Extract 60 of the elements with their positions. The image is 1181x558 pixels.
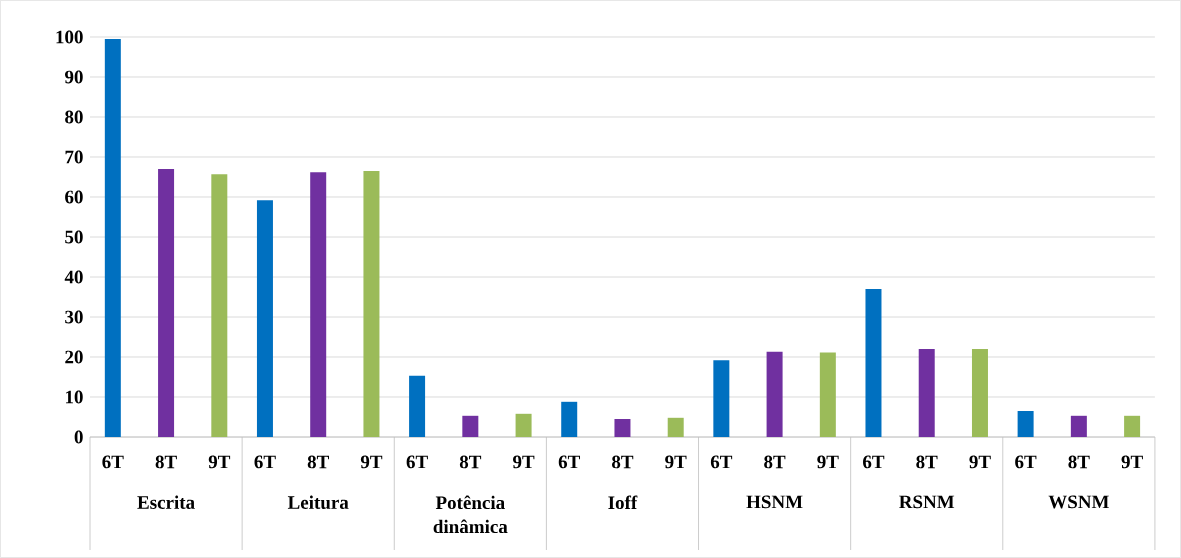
x-tick-label: Escrita xyxy=(137,495,195,509)
bar xyxy=(865,289,882,437)
x-tick-label: Potência dinâmica xyxy=(433,495,508,534)
bar xyxy=(561,401,578,437)
y-tick-label: 60 xyxy=(65,190,83,204)
bar xyxy=(462,415,479,437)
text: 8T xyxy=(459,455,482,469)
bar xyxy=(766,351,783,437)
y-tick-label: 70 xyxy=(65,150,83,164)
y-tick-label: 80 xyxy=(65,110,83,124)
bar xyxy=(614,419,631,437)
y-tick-label: 100 xyxy=(56,30,83,44)
text: 9T xyxy=(665,455,687,469)
x-tick-label: HSNM xyxy=(746,495,803,509)
bar xyxy=(211,174,228,437)
text: 8T xyxy=(916,455,938,469)
bar xyxy=(971,349,988,437)
y-tick-label: 0 xyxy=(74,430,83,444)
text: 8T xyxy=(307,455,329,469)
y-tick-label: 10 xyxy=(65,390,83,404)
x-tick-label: Ioff xyxy=(608,495,638,510)
text: 6T xyxy=(863,455,885,469)
bar xyxy=(918,349,935,437)
text: 6T xyxy=(710,455,733,469)
y-tick-label: 20 xyxy=(65,350,83,364)
bar xyxy=(310,172,327,437)
text: 6T xyxy=(1015,455,1037,469)
y-tick-label: 40 xyxy=(64,270,83,284)
bar xyxy=(256,200,273,437)
bar xyxy=(104,39,121,437)
bar xyxy=(158,169,175,437)
bar xyxy=(667,417,684,437)
bar xyxy=(515,413,532,437)
bar xyxy=(819,352,836,437)
bar xyxy=(1124,415,1141,437)
bar xyxy=(1070,415,1087,437)
text: 9T xyxy=(360,455,383,469)
text: 6T xyxy=(254,455,276,469)
x-tick-label: Leitura xyxy=(287,495,349,509)
text: 9T xyxy=(1121,455,1143,469)
bar xyxy=(713,360,730,437)
text: 9T xyxy=(817,455,839,469)
text: 6T xyxy=(406,455,428,469)
text: 6T xyxy=(558,455,580,469)
y-tick-label: 30 xyxy=(65,310,83,324)
series-label: 8T xyxy=(1068,455,1090,469)
y-tick-label: 90 xyxy=(64,70,83,84)
bar xyxy=(409,375,426,437)
x-tick-label: WSNM xyxy=(1048,495,1109,509)
text: 8T xyxy=(155,455,177,469)
text: 9T xyxy=(513,455,535,469)
y-tick-label: 50 xyxy=(65,230,83,244)
series-label: 6T xyxy=(102,455,124,469)
x-tick-label: RSNM xyxy=(899,495,955,509)
text: 8T xyxy=(764,455,786,469)
text: 8T xyxy=(612,455,634,469)
bar xyxy=(363,171,380,437)
text: 9T xyxy=(969,455,991,469)
bar xyxy=(1017,411,1034,437)
series-label: 9T xyxy=(208,455,231,469)
